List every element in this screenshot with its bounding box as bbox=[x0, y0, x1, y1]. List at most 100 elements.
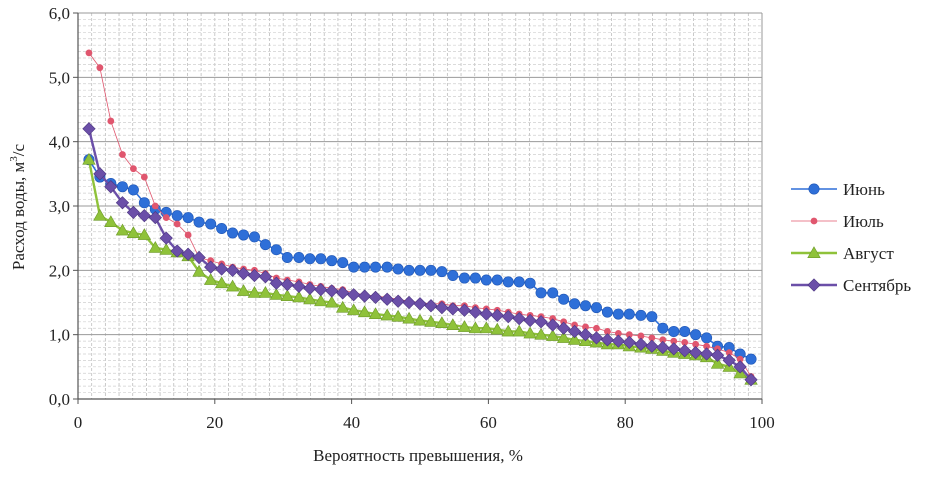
data-point-august bbox=[402, 311, 416, 324]
data-point-june bbox=[612, 308, 624, 320]
data-point-september bbox=[93, 167, 107, 181]
data-point-august bbox=[104, 215, 118, 228]
data-point-july bbox=[151, 202, 159, 210]
data-point-june bbox=[668, 325, 680, 337]
data-point-june bbox=[425, 264, 437, 276]
x-tick-label: 40 bbox=[343, 413, 360, 432]
data-point-july bbox=[725, 349, 733, 357]
data-point-june bbox=[216, 223, 228, 235]
data-point-june bbox=[248, 231, 260, 243]
x-tick-label: 0 bbox=[74, 413, 83, 432]
data-point-june bbox=[182, 212, 194, 224]
data-point-june bbox=[447, 269, 459, 281]
data-point-june bbox=[259, 239, 271, 251]
data-point-june bbox=[227, 227, 239, 239]
data-point-august bbox=[93, 208, 107, 221]
data-point-june bbox=[205, 218, 217, 230]
x-tick-label: 100 bbox=[749, 413, 775, 432]
legend-label-august: Август bbox=[843, 244, 894, 263]
grid bbox=[78, 12, 763, 399]
data-point-june bbox=[502, 276, 514, 288]
data-point-september bbox=[622, 335, 636, 350]
data-point-july bbox=[637, 332, 645, 340]
data-point-august bbox=[523, 326, 537, 339]
data-point-august bbox=[424, 314, 438, 327]
data-point-september bbox=[104, 180, 118, 194]
y-tick-label: 6,0 bbox=[49, 4, 70, 23]
data-point-august bbox=[490, 322, 505, 335]
data-point-august bbox=[479, 321, 494, 334]
data-point-july bbox=[648, 334, 656, 342]
data-point-june bbox=[414, 264, 426, 276]
data-point-july bbox=[604, 328, 611, 335]
data-point-july bbox=[162, 214, 170, 221]
legend-marker-july bbox=[810, 217, 818, 225]
data-point-june bbox=[745, 353, 757, 365]
data-point-september bbox=[402, 295, 416, 310]
data-point-june bbox=[270, 244, 282, 256]
data-point-august bbox=[446, 318, 460, 330]
data-point-june bbox=[116, 181, 128, 193]
data-point-june bbox=[690, 329, 702, 341]
data-point-july bbox=[140, 173, 148, 181]
series-group bbox=[82, 49, 758, 387]
y-axis-title-main: Расход воды, м bbox=[9, 161, 28, 270]
y-tick-label: 0,0 bbox=[49, 390, 70, 409]
y-tick-label: 3,0 bbox=[49, 197, 70, 216]
data-point-september bbox=[137, 209, 151, 223]
legend-item-july: Июль bbox=[791, 212, 884, 231]
data-point-august bbox=[556, 331, 571, 343]
data-point-september bbox=[446, 302, 460, 316]
legend-item-september: Сентябрь bbox=[791, 276, 911, 295]
data-point-september bbox=[314, 283, 328, 297]
data-point-june bbox=[513, 276, 525, 288]
x-axis-title: Вероятность превышения, % bbox=[313, 446, 523, 465]
data-point-september bbox=[215, 262, 229, 276]
data-point-september bbox=[192, 250, 206, 265]
data-point-september bbox=[435, 301, 449, 315]
data-point-september bbox=[710, 348, 725, 362]
data-point-september bbox=[357, 289, 372, 303]
legend-label-september: Сентябрь bbox=[843, 276, 911, 295]
data-point-september bbox=[611, 334, 625, 348]
data-point-june bbox=[138, 197, 150, 209]
data-point-august bbox=[710, 356, 725, 369]
data-point-september bbox=[368, 290, 383, 304]
data-point-june bbox=[238, 229, 250, 241]
data-point-june bbox=[547, 287, 559, 299]
data-point-june bbox=[281, 251, 293, 263]
data-point-june bbox=[480, 274, 492, 286]
y-tick-label: 4,0 bbox=[49, 133, 70, 152]
data-point-june bbox=[679, 325, 691, 337]
data-point-july bbox=[119, 151, 126, 158]
y-axis-title-suffix: /с bbox=[9, 143, 28, 156]
data-point-july bbox=[614, 329, 622, 337]
data-point-august bbox=[391, 309, 405, 322]
data-point-july bbox=[659, 336, 667, 344]
data-point-august bbox=[325, 295, 339, 308]
data-point-august bbox=[545, 329, 560, 341]
data-point-june bbox=[623, 308, 635, 320]
data-point-june bbox=[558, 293, 570, 305]
data-point-july bbox=[681, 338, 689, 346]
legend-label-june: Июнь bbox=[843, 180, 885, 199]
data-point-september bbox=[557, 321, 571, 335]
data-point-september bbox=[512, 311, 526, 326]
data-point-august bbox=[225, 279, 240, 292]
data-point-september bbox=[170, 244, 184, 258]
data-point-june bbox=[491, 274, 503, 286]
data-point-august bbox=[148, 241, 163, 253]
series-september bbox=[82, 122, 758, 387]
y-tick-label: 5,0 bbox=[49, 68, 70, 87]
data-point-september bbox=[744, 373, 758, 387]
data-point-september bbox=[292, 279, 306, 294]
data-point-august bbox=[512, 324, 526, 337]
data-point-august bbox=[413, 313, 427, 326]
data-point-september bbox=[501, 310, 515, 324]
data-point-june bbox=[646, 311, 658, 323]
data-point-august bbox=[236, 284, 251, 296]
data-point-july bbox=[96, 64, 104, 72]
data-point-september bbox=[689, 346, 703, 360]
